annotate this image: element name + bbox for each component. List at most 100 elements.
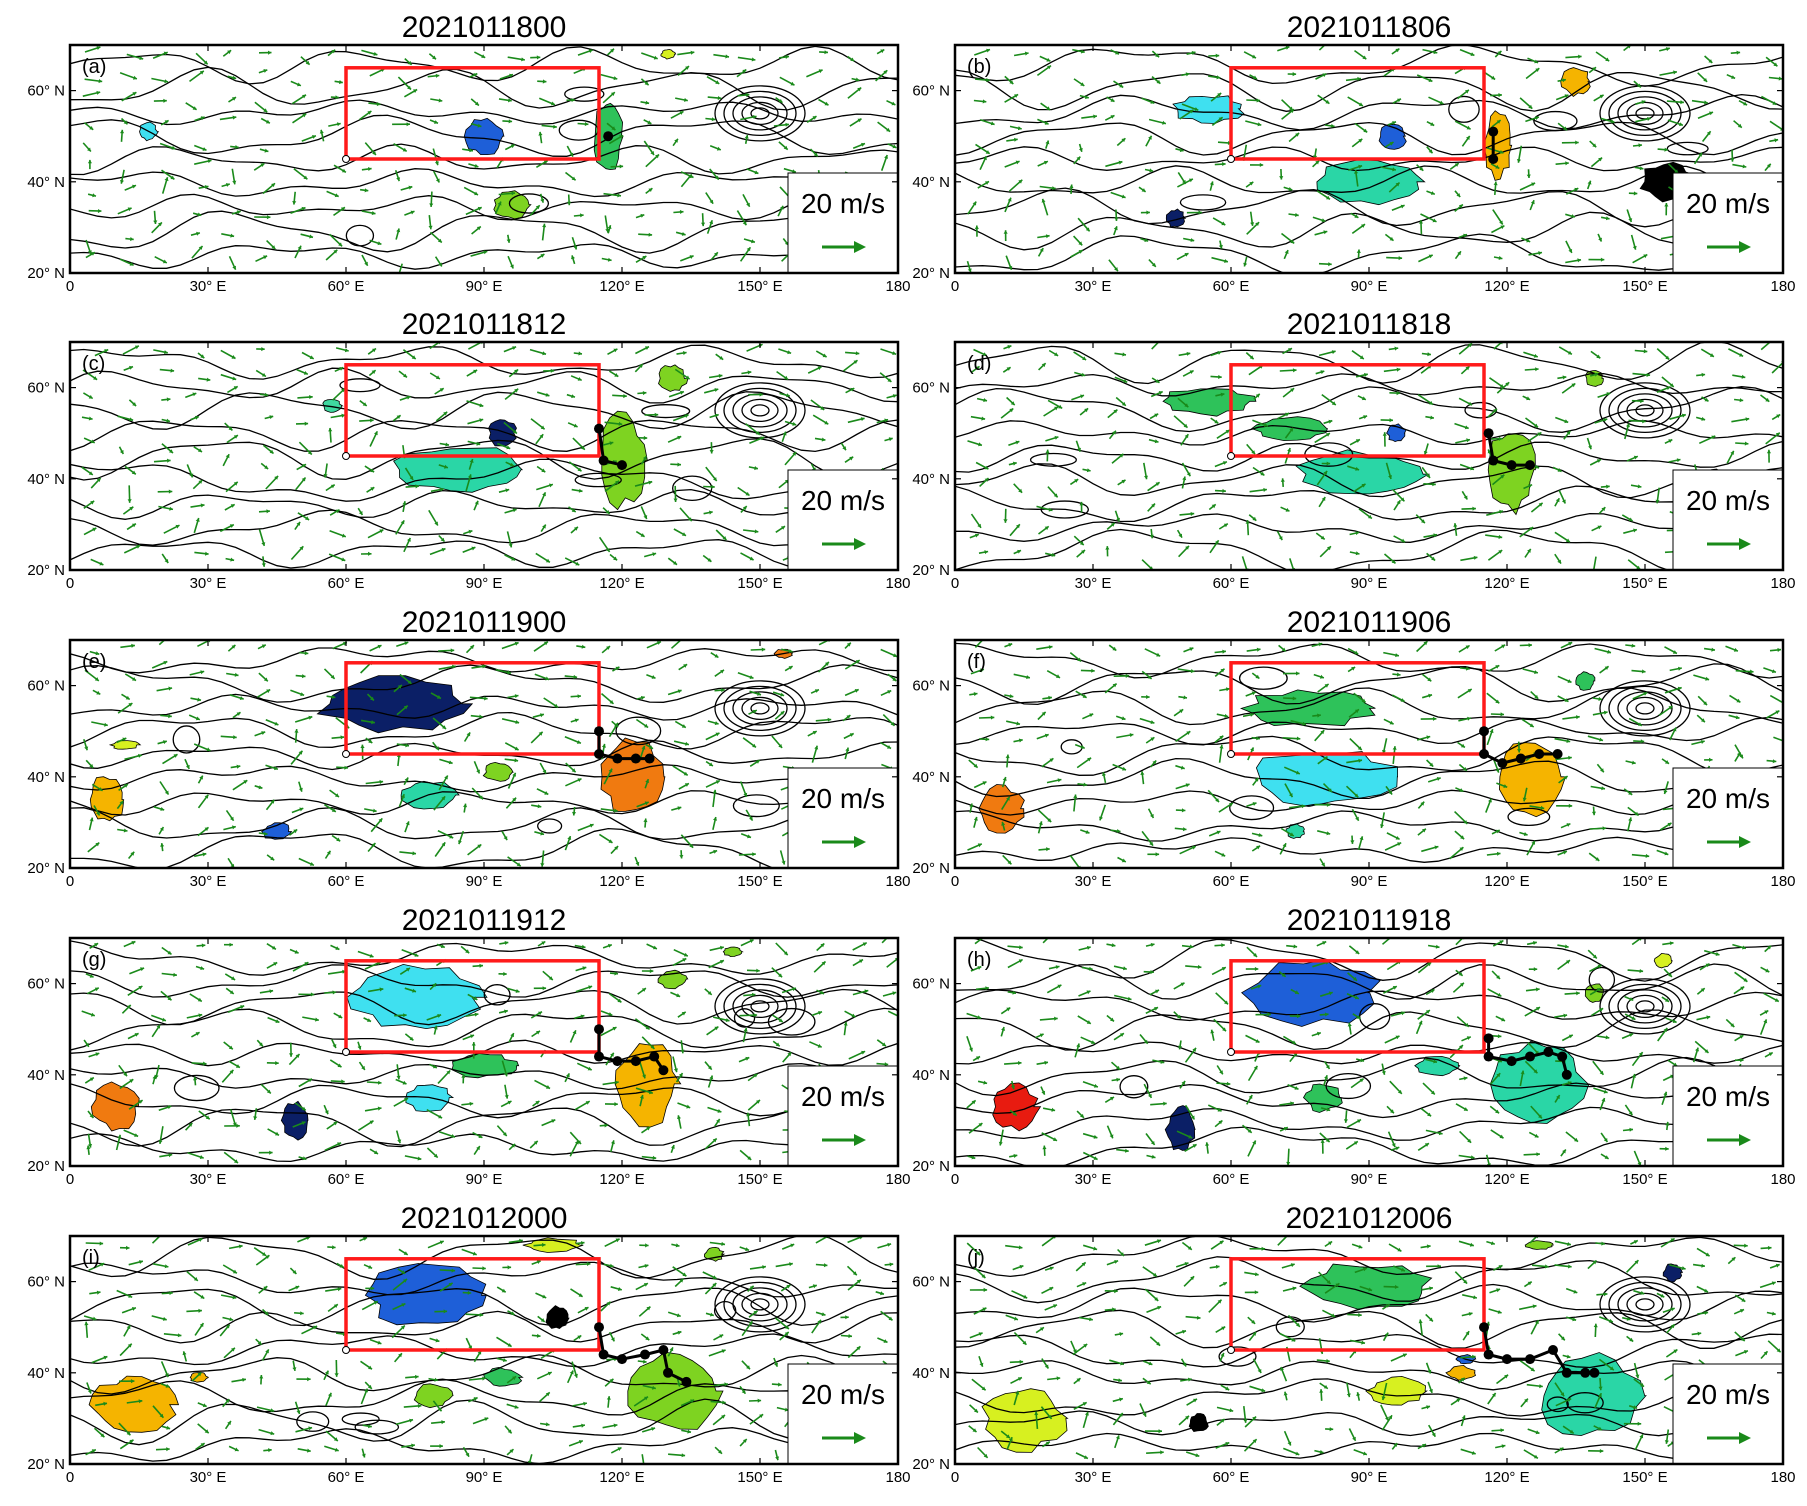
wind-vector-head: [85, 1042, 89, 1047]
vector-legend: [1672, 172, 1784, 274]
anomaly-region: [658, 364, 689, 392]
wind-vector-head: [759, 1414, 764, 1418]
wind-vector-head: [1703, 78, 1708, 82]
panel-letter: (b): [967, 56, 991, 78]
wind-vector-head: [1397, 842, 1402, 846]
wind-vector-head: [1458, 204, 1463, 209]
wind-vector-head: [264, 392, 269, 397]
wind-vector-head: [84, 746, 89, 751]
wind-vector-head: [1529, 723, 1534, 727]
wind-vector-head: [514, 1404, 519, 1409]
wind-vector-head: [1218, 244, 1223, 249]
wind-vector-head: [684, 783, 689, 787]
contour-line: [70, 1333, 898, 1368]
wind-vector-head: [87, 1389, 92, 1394]
wind-vector-head: [1294, 990, 1299, 994]
wind-vector-head: [605, 510, 610, 514]
wind-vector-head: [679, 111, 684, 115]
wind-vector-head: [257, 1340, 262, 1345]
wind-vector-head: [1048, 507, 1053, 512]
wind-vector-head: [402, 501, 407, 505]
wind-vector-head: [1730, 450, 1734, 455]
x-tick-label: 60° E: [1213, 873, 1250, 890]
wind-vector-head: [192, 106, 197, 110]
wind-vector-head: [1423, 641, 1428, 646]
wind-vector-head: [679, 855, 684, 859]
vector-legend-arrowhead: [854, 538, 866, 550]
wind-vector-head: [1571, 214, 1575, 218]
wind-vector-head: [200, 116, 205, 121]
wind-vector-head: [443, 1309, 448, 1314]
wind-vector-head: [1007, 345, 1012, 349]
wind-vector-head: [466, 732, 471, 737]
wind-vector-head: [442, 725, 446, 729]
wind-vector-head: [884, 418, 889, 423]
wind-vector-head: [669, 1347, 674, 1352]
wind-vector-head: [126, 1005, 131, 1009]
wind-vector: [398, 263, 403, 273]
wind-vector-head: [1358, 758, 1362, 763]
contour-line: [955, 735, 1783, 776]
contour-line: [732, 96, 788, 131]
wind-vector-head: [1739, 754, 1743, 759]
wind-vector-head: [1247, 1128, 1252, 1133]
wind-vector-head: [119, 450, 124, 454]
wind-vector-head: [1251, 450, 1255, 455]
wind-vector-head: [1006, 1007, 1011, 1012]
wind-vector-head: [432, 55, 436, 60]
wind-vector-head: [127, 499, 132, 503]
region-box: [344, 363, 601, 458]
wind-vector-head: [230, 816, 234, 821]
panel-title: 2021012000: [401, 1202, 568, 1235]
wind-vector-head: [265, 1255, 270, 1259]
wind-vector-head: [1500, 712, 1504, 717]
wind-vector-head: [1778, 76, 1783, 81]
wind-vector-head: [969, 1047, 973, 1052]
wind-vector-head: [92, 527, 97, 532]
wind-vector-head: [197, 212, 202, 217]
wind-vector-head: [1534, 670, 1538, 675]
wind-vector-head: [1361, 396, 1366, 401]
panel-title: 2021011818: [1287, 308, 1452, 341]
wind-vector-head: [479, 963, 483, 968]
wind-vector-head: [887, 1242, 892, 1247]
wind-vector-head: [1249, 355, 1254, 360]
x-tick-label: 30° E: [1075, 575, 1112, 592]
wind-vector-head: [344, 765, 348, 770]
wind-vector-head: [364, 188, 369, 193]
wind-vector-head: [100, 1433, 105, 1438]
wind-vector-head: [1181, 808, 1186, 813]
plot-content: [955, 938, 1783, 1166]
wind-vector-head: [173, 754, 178, 758]
wind-vector-head: [716, 146, 721, 151]
contour-line: [173, 1074, 220, 1102]
wind-vector-head: [1705, 676, 1710, 681]
wind-vector-head: [88, 416, 93, 421]
wind-vector-head: [1465, 89, 1469, 94]
anomaly-region: [1445, 1364, 1477, 1381]
wind-vector-head: [166, 635, 170, 639]
wind-vector-head: [1567, 1081, 1572, 1085]
wind-vector-head: [406, 122, 410, 127]
wind-vector-head: [1110, 1097, 1114, 1101]
wind-vector-head: [479, 403, 484, 408]
wind-vector-head: [292, 201, 297, 205]
wind-vector-head: [781, 860, 786, 865]
wind-vector-head: [225, 1324, 230, 1329]
wind-vector-head: [725, 54, 729, 59]
wind-vector-head: [271, 945, 276, 950]
wind-vector-head: [305, 60, 310, 65]
wind-vector-head: [617, 193, 621, 198]
wind-vector-head: [477, 206, 482, 211]
wind-vector-head: [1395, 1146, 1400, 1151]
wind-vector-head: [232, 1269, 237, 1274]
wind-vector-head: [1604, 666, 1609, 670]
wind-vector-head: [1426, 735, 1431, 740]
wind-vector-head: [580, 445, 585, 450]
wind-vector-head: [1531, 840, 1535, 845]
x-tick-label: 90° E: [1351, 1171, 1388, 1188]
wind-vector-head: [1704, 397, 1709, 402]
wind-vector-head: [275, 1019, 280, 1023]
wind-vector-head: [511, 191, 516, 196]
contour-line: [70, 1133, 898, 1163]
